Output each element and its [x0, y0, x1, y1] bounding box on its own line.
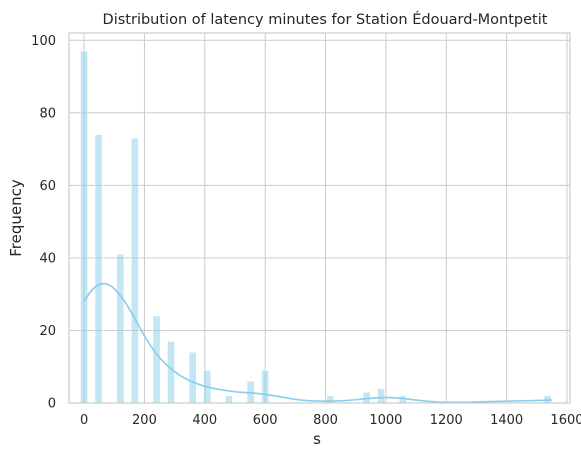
- histogram-bar: [362, 391, 371, 404]
- x-tick-label: 200: [132, 413, 157, 428]
- histogram-bar: [94, 134, 103, 404]
- x-tick-label: 1000: [369, 413, 402, 428]
- plot-frame: [68, 32, 571, 404]
- histogram-bar: [130, 137, 139, 404]
- x-tick-label: 1200: [430, 413, 463, 428]
- y-axis-title: Frequency: [7, 179, 25, 257]
- histogram-bar: [261, 370, 270, 404]
- x-tick-label: 1400: [490, 413, 523, 428]
- x-tick-label: 600: [253, 413, 278, 428]
- y-tick-label: 0: [48, 397, 56, 412]
- y-tick-label: 100: [31, 34, 56, 49]
- histogram-bar: [225, 395, 233, 404]
- chart-title: Distribution of latency minutes for Stat…: [103, 11, 548, 28]
- histogram-bar: [188, 351, 197, 404]
- kde-curve: [83, 282, 552, 404]
- x-tick-label: 400: [192, 413, 217, 428]
- histogram-bar: [167, 341, 175, 404]
- y-tick-label: 60: [39, 179, 56, 194]
- x-tick-label: 1600: [550, 413, 581, 428]
- y-tick-label: 20: [39, 324, 56, 339]
- x-tick-labels: 0 200 400 600 800 1000 1200 1400 1600: [80, 413, 581, 428]
- x-axis-title: s: [313, 430, 321, 448]
- histogram-bar: [377, 388, 385, 404]
- histogram-bar: [116, 253, 125, 404]
- y-tick-labels: 0 20 40 60 80 100: [31, 34, 56, 412]
- kde-layer: [83, 282, 552, 404]
- histogram-bar: [152, 315, 161, 404]
- y-tick-label: 40: [39, 251, 56, 266]
- y-tick-label: 80: [39, 106, 56, 121]
- histogram-bar: [80, 50, 89, 404]
- x-tick-label: 0: [80, 413, 88, 428]
- x-tick-label: 800: [313, 413, 338, 428]
